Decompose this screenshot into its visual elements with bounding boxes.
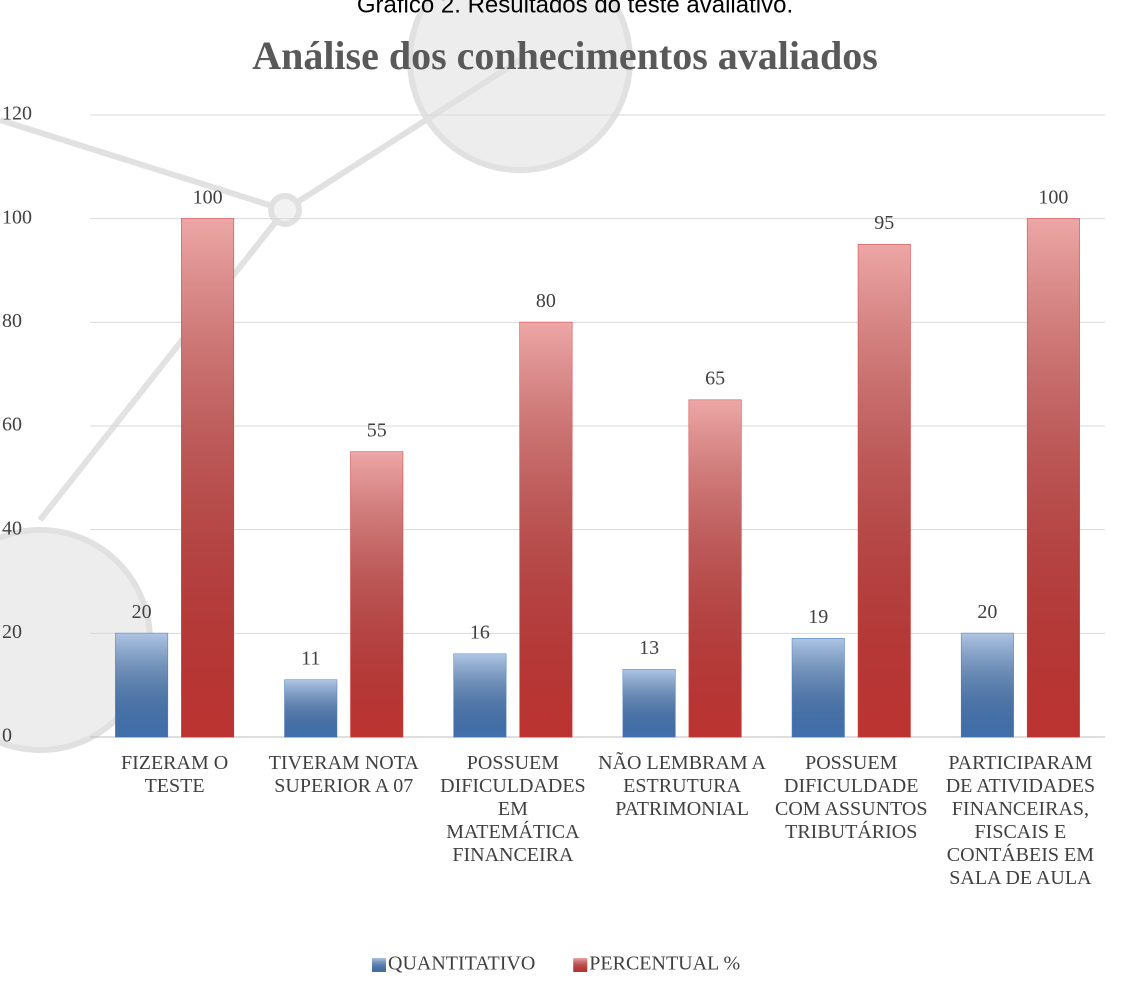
data-label: 13: [639, 637, 659, 659]
data-label: 65: [705, 368, 725, 390]
y-tick-label: 20: [2, 621, 22, 643]
caption: Gráfico 2. Resultados do teste avaliativ…: [357, 0, 793, 18]
data-label: 100: [193, 186, 223, 208]
x-tick-label: PARTICIPARAM DE ATIVIDADES FINANCEIRAS, …: [936, 752, 1104, 890]
legend-label: QUANTITATIVO: [388, 953, 535, 975]
data-label: 95: [874, 212, 894, 234]
data-label: 100: [1038, 186, 1068, 208]
y-tick-label: 80: [2, 310, 22, 332]
data-label: 20: [977, 601, 997, 623]
data-label: 16: [470, 622, 490, 644]
y-tick-label: 60: [2, 414, 22, 436]
bar-shade: [182, 219, 234, 737]
bar-shade: [961, 633, 1013, 737]
y-tick-label: 0: [2, 725, 12, 747]
bar-shade: [689, 400, 741, 737]
bar-shade: [792, 639, 844, 737]
bar-shade: [623, 670, 675, 737]
bar-shade: [351, 452, 403, 737]
data-label: 55: [367, 420, 387, 442]
bar-shade: [285, 680, 337, 737]
x-tick-label: TIVERAM NOTA SUPERIOR A 07: [260, 752, 428, 798]
legend-swatch-shade: [372, 958, 386, 972]
bar-shade: [116, 633, 168, 737]
data-label: 11: [301, 648, 320, 670]
bar-shade: [1027, 219, 1079, 737]
bar-shade: [520, 322, 572, 737]
legend-label: PERCENTUAL %: [589, 953, 740, 975]
data-label: 19: [808, 606, 828, 628]
chart-title: Análise dos conhecimentos avaliados: [252, 33, 878, 78]
data-label: 80: [536, 290, 556, 312]
legend-swatch-shade: [573, 958, 587, 972]
x-tick-label: POSSUEM DIFICULDADE COM ASSUNTOS TRIBUTÁ…: [767, 752, 935, 844]
x-tick-label: NÃO LEMBRAM A ESTRUTURA PATRIMONIAL: [598, 752, 766, 821]
y-tick-label: 120: [2, 103, 32, 125]
x-tick-label: FIZERAM O TESTE: [91, 752, 259, 798]
y-tick-label: 100: [2, 206, 32, 228]
bar-shade: [858, 245, 910, 737]
page: Gráfico 2. Resultados do teste avaliativ…: [0, 0, 1124, 990]
data-label: 20: [132, 601, 152, 623]
y-tick-label: 40: [2, 517, 22, 539]
x-tick-label: POSSUEM DIFICULDADES EM MATEMÁTICA FINAN…: [429, 752, 597, 867]
bar-shade: [454, 654, 506, 737]
